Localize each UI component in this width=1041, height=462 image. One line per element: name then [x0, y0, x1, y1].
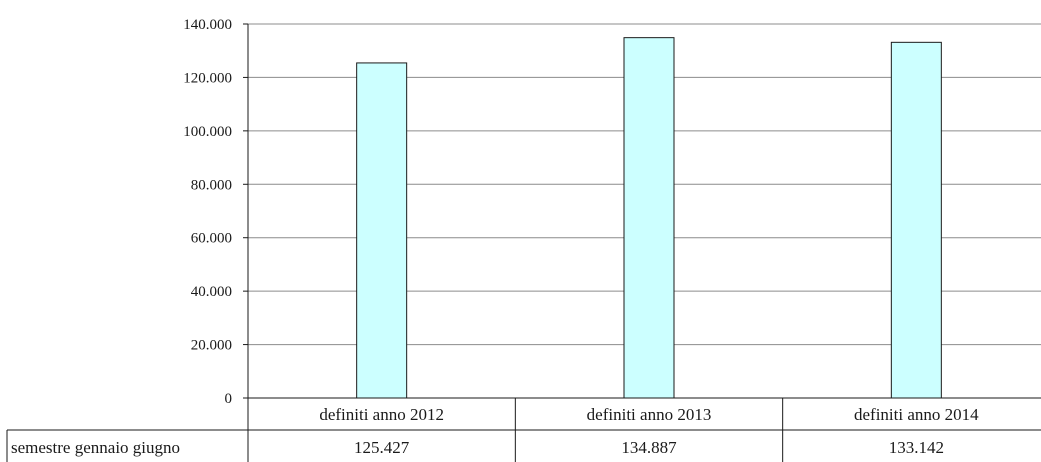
bar: [356, 62, 408, 399]
x-category-label: definiti anno 2014: [854, 405, 979, 424]
y-tick-label: 60.000: [191, 231, 232, 247]
legend-series-label: semestre gennaio giugno: [11, 438, 180, 457]
y-tick-label: 120.000: [183, 70, 232, 86]
data-table-value: 133.142: [889, 438, 944, 457]
y-tick-label: 140.000: [183, 17, 232, 33]
y-tick-label: 100.000: [183, 124, 232, 140]
data-table-value: 134.887: [621, 438, 677, 457]
bar: [623, 37, 675, 399]
y-tick-label: 80.000: [191, 177, 232, 193]
x-category-label: definiti anno 2013: [587, 405, 712, 424]
x-category-label: definiti anno 2012: [319, 405, 444, 424]
data-table-value: 125.427: [354, 438, 410, 457]
y-tick-label: 40.000: [191, 284, 232, 300]
bar: [890, 41, 942, 399]
y-tick-label: 0: [225, 391, 233, 407]
y-tick-label: 20.000: [191, 338, 232, 354]
